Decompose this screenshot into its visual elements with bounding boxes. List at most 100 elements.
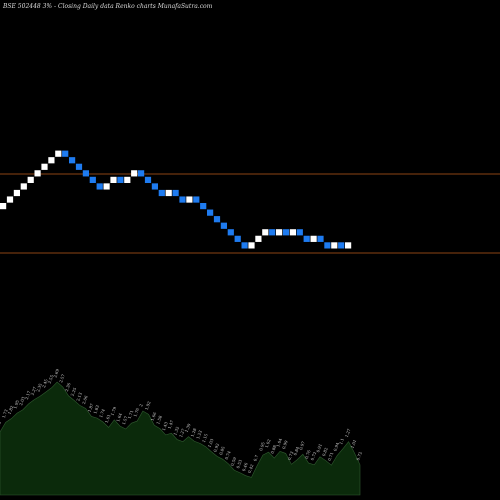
volume-label: 2.03: [18, 396, 26, 407]
renko-bricks: [0, 150, 352, 249]
renko-brick-up: [27, 176, 34, 183]
renko-brick-down: [138, 170, 145, 177]
volume-label: 0.46: [241, 462, 249, 473]
renko-brick-up: [248, 242, 255, 249]
volume-label: 1.74: [98, 408, 106, 419]
volume-label: 1.32: [172, 425, 180, 436]
renko-brick-down: [207, 209, 214, 216]
renko-brick-down: [89, 176, 96, 183]
volume-label: 0.95: [258, 441, 266, 452]
renko-brick-down: [234, 235, 241, 242]
volume-label: 0.94: [332, 441, 340, 452]
volume-label: 1.71: [127, 409, 135, 419]
volume-label: 0.59: [230, 456, 238, 467]
volume-label: 0.76: [304, 449, 312, 460]
volume-label: 2.25: [70, 386, 78, 397]
renko-brick-up: [103, 183, 110, 190]
renko-brick-up: [186, 196, 193, 203]
renko-brick-up: [0, 203, 7, 210]
renko-brick-down: [117, 176, 124, 183]
volume-labels: 1.51.731.821.952.032.172.272.352.452.552…: [0, 368, 363, 474]
renko-brick-up: [262, 229, 269, 236]
volume-label: 0.72: [355, 451, 363, 462]
renko-brick-down: [241, 242, 248, 249]
renko-brick-down: [303, 235, 310, 242]
volume-label: 1.39: [184, 422, 192, 433]
volume-label: 1.64: [115, 412, 123, 423]
renko-brick-up: [255, 235, 262, 242]
volume-label: 1.03: [207, 438, 215, 449]
renko-brick-up: [34, 170, 41, 177]
volume-label: 1.47: [167, 419, 175, 430]
renko-brick-down: [338, 242, 345, 249]
renko-brick-down: [324, 242, 331, 249]
volume-label: 1.15: [201, 433, 209, 444]
volume-label: 1.28: [190, 427, 198, 438]
volume-label: 2.69: [52, 368, 60, 379]
volume-label: 1.43: [161, 421, 169, 432]
renko-brick-up: [20, 183, 27, 190]
volume-label: 1.82: [7, 404, 15, 415]
volume-label: 1.76: [132, 407, 140, 418]
volume-label: 1.92: [144, 400, 152, 411]
renko-brick-up: [13, 189, 20, 197]
volume-label: 0.84: [292, 446, 300, 457]
renko-brick-down: [96, 183, 103, 190]
volume-label: 1.27: [344, 427, 352, 438]
volume-label: 1.04: [275, 437, 283, 448]
volume-label: 1.83: [92, 404, 100, 415]
renko-brick-down: [200, 203, 207, 210]
volume-label: 1.87: [87, 402, 95, 413]
renko-brick-down: [82, 170, 89, 177]
renko-brick-down: [220, 222, 227, 229]
renko-brick-down: [62, 150, 69, 157]
volume-label: 1.57: [121, 415, 129, 426]
volume-area-shape: [0, 381, 361, 496]
renko-brick-up: [6, 196, 14, 203]
volume-label: 0.74: [224, 450, 232, 461]
renko-brick-up: [276, 229, 283, 236]
volume-label: 1.95: [12, 399, 20, 410]
renko-brick-up: [165, 189, 172, 197]
volume-label: 0.7: [252, 454, 259, 462]
volume-label: 0.91: [315, 443, 323, 453]
renko-brick-up: [110, 176, 117, 183]
renko-brick-down: [69, 157, 76, 164]
renko-brick-down: [144, 176, 152, 183]
renko-brick-down: [317, 235, 324, 242]
volume-label: 1.58: [155, 414, 163, 425]
volume-label: 2.35: [35, 382, 43, 393]
renko-brick-down: [75, 163, 83, 170]
volume-label: 2.36: [64, 382, 72, 393]
renko-brick-down: [227, 229, 234, 236]
volume-area: [0, 381, 361, 496]
volume-label: 2.27: [30, 385, 38, 396]
volume-label: 1.27: [178, 427, 186, 438]
renko-brick-down: [213, 216, 221, 223]
renko-brick-down: [158, 189, 165, 197]
volume-label: 1.02: [264, 438, 272, 449]
renko-brick-down: [179, 196, 186, 203]
renko-brick-up: [310, 235, 317, 242]
volume-label: 0.73: [287, 450, 295, 461]
renko-brick-up: [41, 163, 48, 170]
volume-label: 0.92: [212, 442, 220, 453]
volume-label: 2.57: [58, 373, 66, 384]
volume-label: 0.88: [270, 444, 278, 455]
renko-brick-up: [345, 242, 352, 249]
renko-brick-up: [131, 170, 138, 177]
volume-label: 2.06: [81, 394, 89, 405]
renko-brick-down: [172, 189, 179, 197]
volume-label: 2: [138, 403, 144, 408]
renko-brick-up: [55, 150, 62, 157]
renko-brick-up: [331, 242, 338, 249]
volume-label: 0.82: [321, 446, 329, 457]
volume-label: 1.01: [350, 439, 358, 449]
volume-label: 0.42: [247, 463, 255, 474]
volume-label: 1.66: [150, 411, 158, 422]
volume-label: 0.97: [298, 440, 306, 451]
volume-label: 0.71: [327, 451, 335, 461]
chart-header: BSE 502448 3% - Closing Daily data Renko…: [2, 3, 213, 10]
renko-brick-up: [48, 157, 55, 164]
